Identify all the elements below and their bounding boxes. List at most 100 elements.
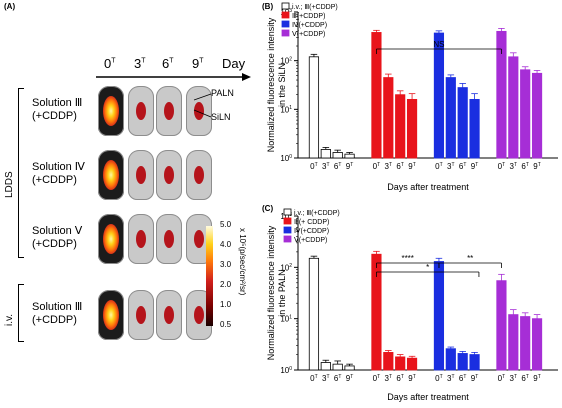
bar (469, 354, 480, 371)
chart-siln: 100101102103Normalized fluorescence inte… (266, 2, 558, 192)
time-label-9: 9T (192, 56, 204, 71)
bar (406, 98, 418, 159)
y-tick-label: 101 (280, 314, 292, 323)
bar (445, 77, 456, 159)
legend-swatch (283, 208, 292, 216)
y-axis-label: Normalized fluorescence intensityin the … (266, 225, 287, 360)
annotation-pointer-lines (193, 93, 212, 118)
bar (308, 56, 320, 159)
x-tick-label: 0T (498, 162, 506, 171)
x-tick-label: 3T (385, 162, 393, 171)
fluorescence-signal (103, 96, 119, 126)
fluorescence-signal (136, 230, 146, 248)
mouse-image (156, 150, 182, 200)
significance-3-vs-5-label: * (426, 263, 429, 272)
iv-bracket (18, 284, 24, 342)
bar (371, 253, 382, 371)
bar (457, 87, 468, 159)
bar (395, 356, 406, 371)
fluorescence-signal (194, 306, 204, 324)
bar (457, 353, 468, 371)
x-tick-label: 0T (373, 162, 381, 171)
mouse-image (128, 86, 154, 136)
bar (520, 316, 531, 371)
bar (508, 314, 519, 371)
x-axis-label: Days after treatment (387, 182, 469, 192)
x-tick-label: 6T (459, 374, 467, 383)
time-arrow (96, 73, 251, 81)
bar (520, 69, 531, 159)
mouse-image (156, 86, 182, 136)
x-tick-label: 3T (447, 374, 455, 383)
day-label: Day (222, 56, 246, 71)
legend-entry: Ⅳ(+CDDP) (294, 228, 329, 235)
x-tick-label: 3T (510, 162, 518, 171)
colorbar-tick: 2.0 (220, 280, 232, 289)
bar (531, 72, 543, 159)
legend-swatch (281, 29, 290, 37)
bar (496, 280, 507, 371)
x-tick-label: 6T (334, 374, 342, 383)
x-axis-label: Days after treatment (387, 392, 469, 402)
x-tick-label: 9T (346, 374, 354, 383)
bar (383, 77, 394, 159)
fluorescence-signal (136, 306, 146, 324)
legend-swatch (283, 235, 292, 243)
y-tick-label: 100 (280, 366, 292, 375)
row-label-solution-5: Solution Ⅴ (+CDDP) (32, 225, 83, 250)
mouse-image (128, 150, 154, 200)
y-tick-label: 100 (280, 154, 292, 163)
x-tick-label: 6T (334, 162, 342, 171)
colorbar-unit: x 10⁵(p/sec/cm²/sr) (238, 228, 247, 296)
x-tick-label: 6T (521, 374, 529, 383)
mouse-image (98, 86, 124, 136)
bar (445, 348, 456, 371)
bar (395, 94, 406, 159)
legend-entry: i.v.; Ⅲ(+CDDP) (294, 210, 340, 217)
mouse-image (98, 290, 124, 340)
fluorescence-signal (103, 300, 119, 330)
x-tick-label: 9T (408, 162, 416, 171)
legend-swatch (281, 20, 290, 28)
fluorescence-signal (164, 306, 174, 324)
mouse-image (186, 86, 212, 136)
mouse-image (186, 150, 212, 200)
row-label-solution-4: Solution Ⅳ (+CDDP) (32, 161, 85, 186)
chart-paln: 100101102103Normalized fluorescence inte… (266, 208, 558, 402)
panel-label-b: (B) (262, 2, 274, 11)
x-tick-label: 9T (346, 162, 354, 171)
paln-annotation: PALN (211, 88, 234, 98)
y-tick-label: 102 (280, 263, 292, 272)
x-tick-label: 9T (408, 374, 416, 383)
mouse-image (128, 214, 154, 264)
colorbar (206, 226, 213, 326)
x-tick-label: 0T (310, 162, 318, 171)
legend-entry: Ⅴ(+CDDP) (294, 237, 327, 244)
bar (469, 98, 480, 159)
bar (320, 149, 331, 159)
x-tick-label: 0T (435, 374, 443, 383)
bar (383, 352, 394, 371)
legend-swatch (281, 2, 290, 10)
legend-entry: i.v.; Ⅲ(+CDDP) (292, 4, 338, 11)
x-tick-label: 0T (435, 162, 443, 171)
x-tick-label: 6T (521, 162, 529, 171)
y-tick-label: 101 (280, 105, 292, 114)
time-label-0: 0T (104, 56, 116, 71)
fluorescence-signal (164, 166, 174, 184)
fluorescence-signal (164, 102, 174, 120)
legend-swatch (283, 217, 292, 225)
fluorescence-signal (103, 160, 119, 190)
fluorescence-signal (194, 166, 204, 184)
time-label-3: 3T (134, 56, 146, 71)
ldds-label: LDDS (4, 171, 15, 198)
x-tick-label: 6T (396, 162, 404, 171)
legend-entry: Ⅴ(+CDDP) (292, 31, 325, 38)
colorbar-tick: 3.0 (220, 260, 232, 269)
bar (433, 32, 445, 159)
bar (344, 153, 355, 159)
x-tick-label: 9T (533, 162, 541, 171)
bar (332, 152, 343, 159)
mouse-image (156, 290, 182, 340)
panel-label-a: (A) (4, 2, 16, 11)
